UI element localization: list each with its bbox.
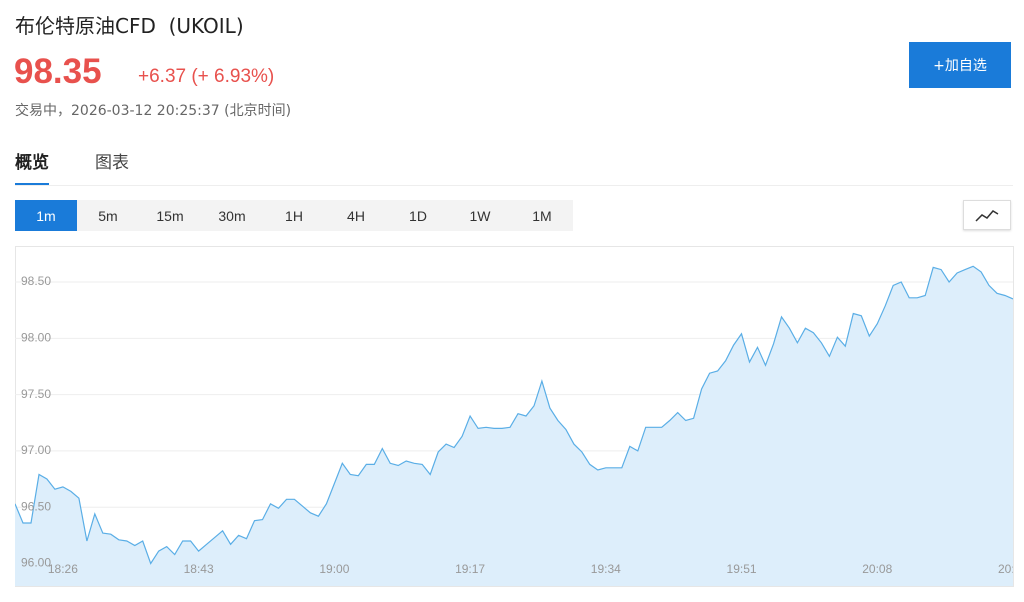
period-button[interactable]: 1M [532, 207, 552, 224]
plot-frame [15, 246, 1014, 587]
x-tick-label: 18:26 [48, 562, 78, 576]
tab[interactable]: 概览 [15, 148, 49, 186]
period-button[interactable]: 1H [285, 207, 303, 224]
period-button[interactable]: 4H [347, 207, 365, 224]
x-tick-label: 20:25 [998, 562, 1024, 576]
period-button[interactable]: 5m [98, 207, 118, 224]
period-button[interactable]: 1D [409, 207, 427, 224]
y-tick-label: 96.50 [21, 499, 51, 513]
x-tick-label: 20:08 [862, 562, 892, 576]
add-watchlist-button[interactable]: +加自选 [909, 42, 1011, 88]
x-tick-label: 18:43 [184, 562, 214, 576]
x-tick-label: 19:34 [591, 562, 621, 576]
x-tick-label: 19:00 [319, 562, 349, 576]
price-line [15, 265, 1013, 565]
status: 交易中，2026-03-12 20:25:37 (北京时间) [15, 103, 292, 119]
x-tick-label: 19:51 [727, 562, 757, 576]
period-button[interactable]: 30m [218, 207, 246, 224]
price-change: +6.37 (+ 6.93%) [138, 66, 275, 87]
tabs: 概览 图表 [15, 148, 129, 186]
y-tick-label: 98.00 [21, 330, 51, 344]
y-tick-label: 97.50 [21, 387, 51, 401]
period-selector: 1m 5m 15m 30m 1H 4H 1D 1W 1M [15, 200, 573, 231]
y-tick-label: 96.00 [21, 556, 51, 570]
period-button[interactable]: 1m [15, 200, 77, 231]
period-button[interactable]: 15m [156, 207, 184, 224]
line-icon [975, 210, 999, 222]
y-tick-label: 98.50 [21, 274, 51, 288]
title: 布伦特原油CFD (UKOIL) [15, 14, 244, 38]
chart-type-button[interactable] [963, 200, 1011, 230]
x-tick-label: 19:17 [455, 562, 485, 576]
y-tick-label: 97.00 [21, 443, 51, 457]
divider [15, 185, 1013, 186]
plot: 96.00 96.50 97.00 97.50 98.00 98.50 18:26 18:43… [15, 265, 1024, 586]
period-button[interactable]: 1W [469, 207, 491, 224]
area-fill [15, 266, 1013, 586]
tab[interactable]: 图表 [95, 153, 129, 173]
price: 98.35 [14, 52, 102, 91]
